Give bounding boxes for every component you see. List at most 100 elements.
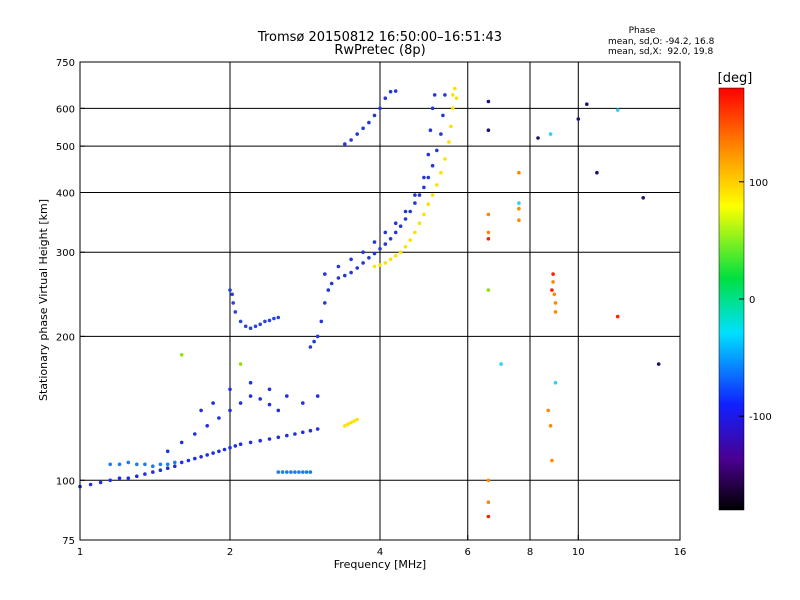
data-point [403, 217, 408, 221]
data-point [430, 106, 435, 111]
data-point [454, 96, 459, 100]
data-point [253, 324, 258, 329]
data-point [117, 476, 122, 481]
data-point [548, 132, 553, 136]
data-point [308, 470, 313, 474]
data-point [304, 470, 309, 474]
data-point [443, 93, 447, 97]
data-point [352, 419, 357, 423]
data-point [238, 362, 243, 366]
data-point [451, 93, 455, 97]
data-point [486, 500, 491, 505]
data-point [499, 362, 503, 366]
data-point [173, 464, 177, 469]
data-point [372, 240, 377, 244]
data-point [179, 460, 184, 465]
data-point [248, 326, 253, 331]
data-point [398, 250, 403, 254]
data-point [355, 132, 360, 136]
data-point [336, 276, 341, 280]
data-point [267, 402, 272, 407]
y-tick-label: 500 [56, 142, 75, 153]
data-point [165, 449, 170, 454]
data-point [329, 281, 334, 286]
data-point [361, 250, 365, 254]
data-point [293, 432, 297, 436]
colorbar-tick-label: -100 [749, 412, 772, 423]
data-point [117, 462, 122, 467]
x-tick-label: 10 [572, 547, 585, 558]
data-point [228, 387, 232, 392]
data-point [336, 264, 341, 269]
data-point [211, 451, 215, 455]
data-point [258, 438, 263, 443]
data-point [443, 157, 447, 161]
data-point [276, 470, 281, 474]
data-point [143, 472, 147, 476]
data-point [285, 470, 289, 474]
data-point [486, 514, 491, 519]
gridlines [80, 62, 680, 540]
data-point [228, 445, 232, 450]
data-point [536, 136, 540, 140]
data-point [248, 394, 253, 398]
data-point [422, 175, 426, 180]
colorbar-tick-label: 0 [749, 295, 755, 306]
data-point [393, 221, 398, 225]
data-point [451, 106, 455, 111]
colorbar-label: [deg] [718, 71, 753, 86]
data-point [165, 466, 170, 471]
data-point [426, 175, 431, 180]
data-point [550, 288, 554, 292]
data-point [301, 430, 305, 435]
data-point [615, 108, 620, 112]
data-point [383, 261, 388, 265]
data-point [258, 397, 263, 401]
data-point [372, 113, 377, 118]
x-tick-label: 2 [227, 547, 233, 558]
data-point [151, 464, 155, 469]
chart-title: Tromsø 20150812 16:50:00–16:51:43 [257, 30, 502, 45]
data-point [98, 480, 103, 485]
data-point [486, 99, 491, 104]
data-point [517, 201, 521, 205]
data-point [343, 424, 347, 428]
data-point [517, 218, 521, 222]
data-point [217, 416, 221, 420]
data-point [217, 449, 221, 454]
data-point [403, 209, 408, 214]
data-point [615, 314, 620, 319]
data-point [408, 238, 413, 242]
y-tick-label: 200 [56, 332, 75, 343]
data-point [422, 185, 426, 190]
data-point [355, 266, 360, 270]
data-point [211, 401, 215, 405]
data-point [378, 106, 382, 111]
data-point [413, 201, 417, 205]
data-point [413, 193, 417, 197]
data-point [486, 230, 491, 235]
data-point [165, 462, 170, 467]
data-point [398, 224, 403, 228]
colorbar-ticks: 100 0 -100 [739, 178, 772, 423]
data-point [486, 237, 491, 241]
data-point [435, 183, 439, 187]
data-point [656, 362, 661, 366]
data-point [193, 456, 197, 461]
data-point [199, 455, 203, 459]
data-point [595, 170, 599, 175]
data-point [343, 273, 347, 278]
data-point [151, 470, 155, 474]
data-point [552, 292, 557, 297]
y-tick-label: 600 [56, 104, 75, 115]
data-point [517, 206, 521, 211]
data-point [173, 460, 177, 465]
data-point [452, 86, 457, 91]
data-point [315, 394, 320, 398]
data-point [276, 435, 281, 440]
data-point [301, 401, 305, 405]
x-tick-label: 6 [465, 547, 471, 558]
data-point [585, 102, 589, 106]
data-point [326, 288, 331, 292]
